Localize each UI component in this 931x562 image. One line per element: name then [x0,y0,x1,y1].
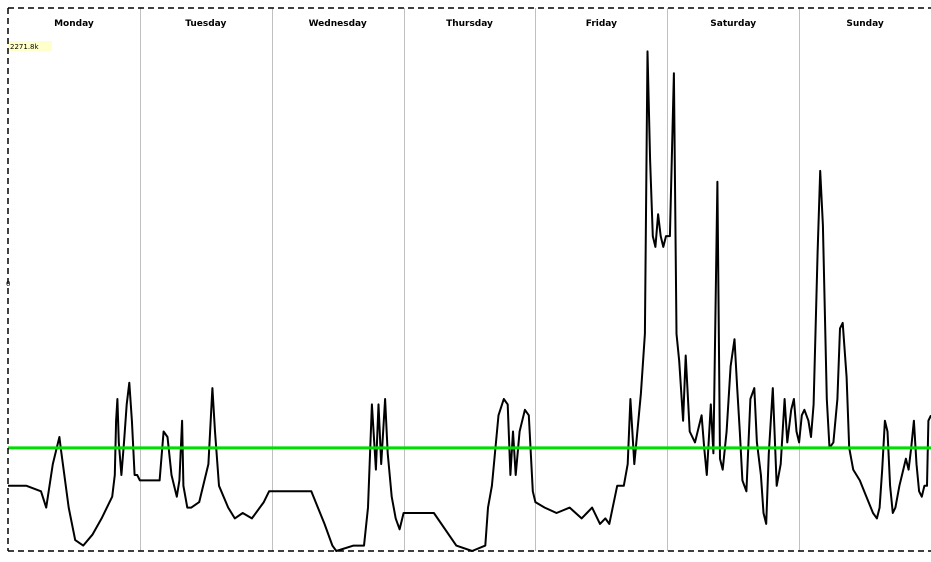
day-label-thursday: Thursday [446,19,493,29]
day-label-saturday: Saturday [710,19,756,29]
chart-frame [7,7,931,552]
series-line-0 [8,50,931,552]
series-layer [8,50,931,552]
day-label-tuesday: Tuesday [185,19,226,29]
y-top-tag-label: 2271.8k [10,43,39,51]
day-separators [140,8,800,551]
day-label-wednesday: Wednesday [309,19,367,29]
day-label-monday: Monday [54,19,94,29]
day-labels: Monday Tuesday Wednesday Thursday Friday Satu… [54,19,884,29]
day-label-sunday: Sunday [846,19,884,29]
day-label-friday: Friday [586,19,617,29]
y-top-tag-background [8,41,52,51]
